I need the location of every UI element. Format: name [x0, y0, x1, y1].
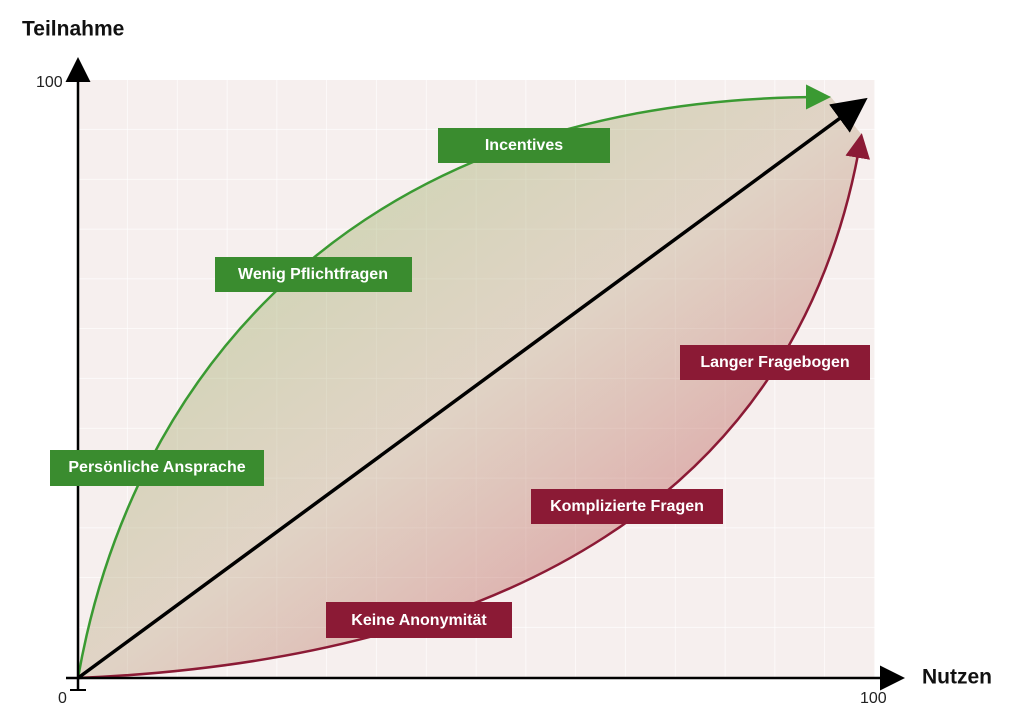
label-box — [531, 489, 723, 524]
label-box — [215, 257, 412, 292]
positive-labels: Incentives Wenig Pflichtfragen Persönlic… — [50, 128, 610, 486]
y-axis-title: Teilnahme — [22, 18, 124, 41]
label-box — [680, 345, 870, 380]
label: Persönliche Ansprache — [68, 459, 245, 476]
x-axis-title: Nutzen — [922, 666, 992, 689]
label-box — [438, 128, 610, 163]
label: Incentives — [485, 137, 563, 154]
x-max: 100 — [860, 690, 887, 707]
diagonal — [76, 97, 868, 680]
origin: 0 — [58, 690, 67, 707]
label: Langer Fragebogen — [700, 354, 849, 371]
negative-curve — [77, 133, 870, 680]
label-box — [326, 602, 512, 638]
label: Wenig Pflichtfragen — [238, 266, 388, 283]
label-box — [50, 450, 264, 486]
label: Keine Anonymität — [351, 612, 487, 629]
y-max: 100 — [36, 74, 63, 91]
label: Komplizierte Fragen — [550, 498, 704, 515]
negative-labels: Langer Fragebogen Komplizierte Fragen Ke… — [326, 345, 870, 638]
